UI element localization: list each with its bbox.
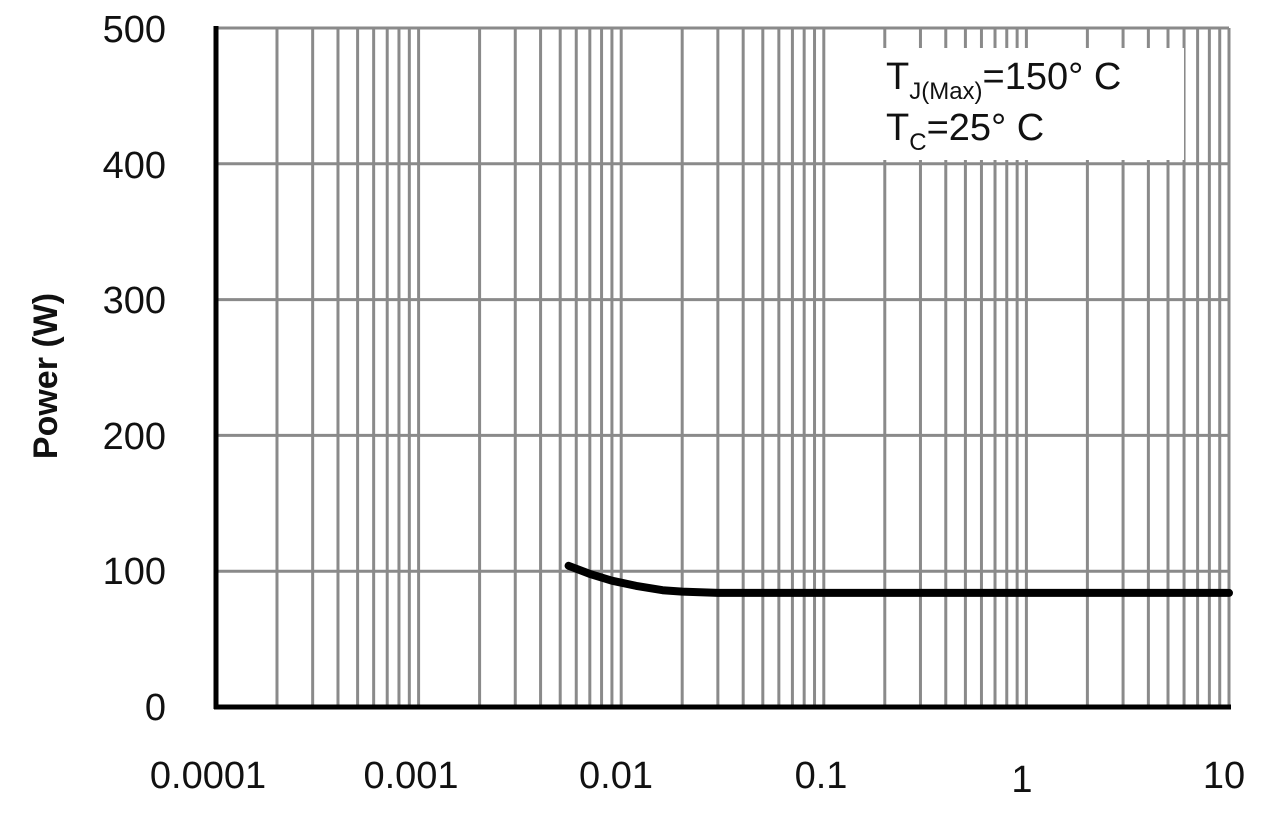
legend-box xyxy=(872,48,1184,160)
y-tick-label: 100 xyxy=(103,551,166,593)
x-tick-label: 0.0001 xyxy=(150,755,266,797)
series-layer xyxy=(564,561,1233,597)
legend-tj-sub: J(Max) xyxy=(909,78,982,105)
x-tick-label: 1 xyxy=(1011,759,1032,801)
legend-tc-sub: C xyxy=(909,129,926,156)
y-tick-label: 0 xyxy=(145,687,166,729)
legend-tc-value: =25° C xyxy=(927,107,1045,149)
legend-tj-main: T xyxy=(886,56,909,98)
y-tick-label: 400 xyxy=(103,145,166,187)
legend-tc-main: T xyxy=(886,107,909,149)
legend-tj-value: =150° C xyxy=(983,56,1122,98)
y-tick-labels: 0 100 200 300 400 500 xyxy=(103,9,166,729)
legend-line-tj: TJ(Max)=150° C xyxy=(886,56,1121,105)
x-tick-label: 0.1 xyxy=(795,755,848,797)
y-axis-label: Power (W) xyxy=(27,293,65,459)
axes xyxy=(213,26,1231,710)
y-tick-label: 500 xyxy=(103,9,166,51)
y-tick-label: 300 xyxy=(103,280,166,322)
legend-line-tc: TC=25° C xyxy=(886,107,1044,156)
power-curve xyxy=(564,561,1233,597)
x-tick-label: 0.01 xyxy=(579,755,653,797)
x-tick-labels: 0.0001 0.001 0.01 0.1 1 10 xyxy=(150,755,1245,801)
x-tick-label: 0.001 xyxy=(363,755,458,797)
x-tick-label: 10 xyxy=(1203,755,1245,797)
y-tick-label: 200 xyxy=(103,416,166,458)
